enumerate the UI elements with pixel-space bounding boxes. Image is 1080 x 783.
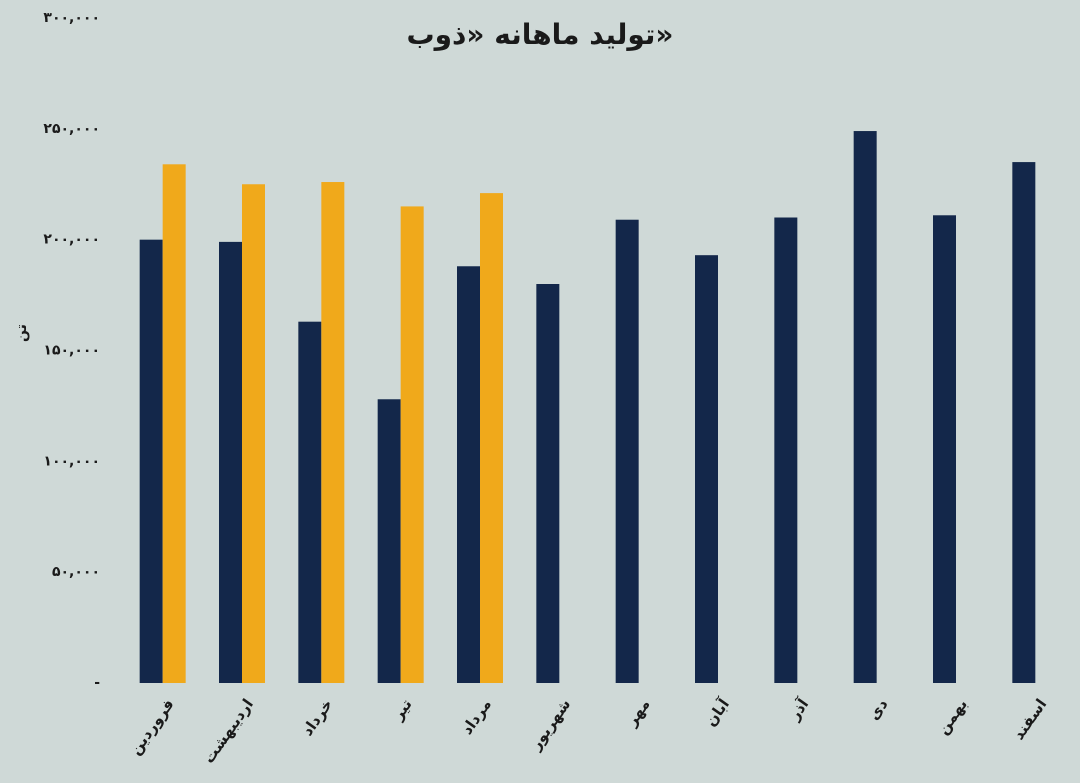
bar [480, 193, 503, 683]
bar [695, 255, 718, 683]
y-tick-label: ۱۵۰,۰۰۰ [43, 343, 100, 359]
x-tick-label: خرداد [298, 696, 336, 740]
bar [139, 239, 163, 683]
bar [400, 206, 424, 683]
x-tick-label: دی [865, 695, 892, 723]
x-tick-label: مهر [622, 696, 654, 731]
y-tick-label: ۵۰,۰۰۰ [52, 564, 100, 580]
bar [219, 241, 242, 683]
bar [933, 215, 956, 684]
y-tick-label: - [94, 675, 100, 691]
bar [1012, 162, 1036, 684]
bar [377, 399, 401, 683]
y-tick-label: ۲۰۰,۰۰۰ [43, 232, 100, 248]
bar [162, 164, 186, 684]
bar [615, 219, 639, 683]
y-tick-label: ۳۰۰,۰۰۰ [43, 10, 100, 26]
y-tick-label: ۲۵۰,۰۰۰ [43, 121, 100, 137]
x-tick-label: فروردین [126, 696, 177, 759]
x-tick-label: آذر [785, 695, 813, 724]
x-tick-label: شهریور [526, 696, 574, 754]
x-tick-label: مرداد [458, 696, 495, 738]
bar [242, 184, 265, 683]
x-tick-label: اسفند [1009, 696, 1050, 744]
y-axis-label: تن [14, 324, 30, 342]
x-tick-label: بهمن [934, 696, 971, 738]
x-tick-label: تیر [388, 696, 415, 724]
chart-title: تولید ماهانه «ذوب» [406, 18, 673, 51]
bar [536, 284, 560, 683]
bar [457, 266, 480, 683]
bar [321, 182, 345, 684]
x-tick-label: اردیبهشت [200, 696, 257, 767]
bar [853, 131, 877, 684]
bar [774, 217, 798, 683]
bar [298, 321, 322, 683]
y-tick-label: ۱۰۰,۰۰۰ [43, 453, 100, 469]
x-tick-label: آبان [701, 695, 733, 730]
